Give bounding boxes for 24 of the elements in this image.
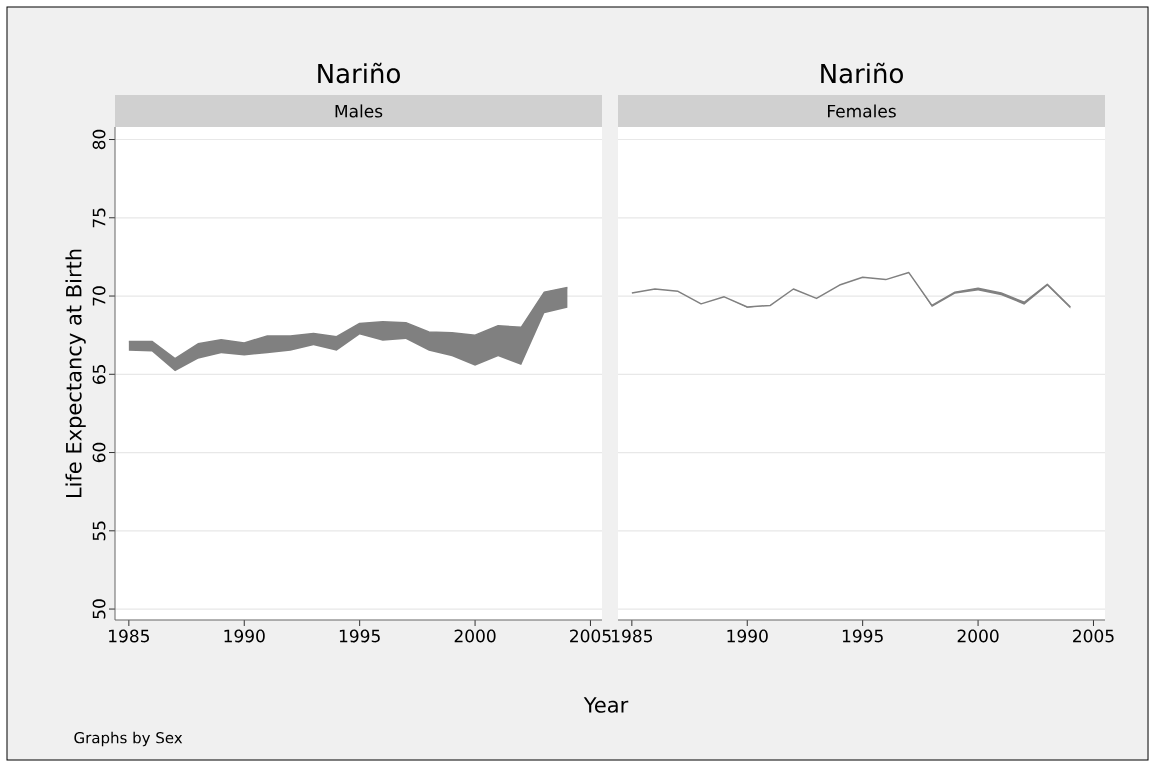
- x-tick-label: 2005: [1073, 629, 1114, 643]
- y-tick-label: 75: [92, 208, 106, 228]
- x-tick-label: 1990: [224, 629, 265, 643]
- chart-subtitle: Females: [828, 104, 896, 118]
- x-tick-label: 1995: [842, 629, 883, 643]
- x-tick-label: 1985: [109, 629, 149, 643]
- y-tick-label: 60: [92, 442, 106, 463]
- chart-title: Nariño: [821, 62, 903, 84]
- x-tick-label: 2000: [957, 629, 999, 643]
- y-tick-label: 50: [92, 599, 106, 619]
- y-tick-label: 80: [92, 129, 106, 150]
- x-tick-label: 1995: [339, 629, 380, 643]
- y-tick-label: 65: [92, 364, 106, 384]
- x-tick-label: 1990: [727, 629, 768, 643]
- chart-subtitle: Males: [335, 104, 383, 118]
- text: Graphs by Sex: [74, 731, 183, 747]
- chart-title: Nariño: [318, 62, 400, 84]
- x-tick-label: 2005: [570, 629, 611, 643]
- x-axis-title: Year: [583, 697, 629, 713]
- x-tick-label: 2000: [454, 629, 496, 643]
- y-tick-label: 70: [92, 286, 106, 306]
- x-tick-label: 1985: [612, 629, 652, 643]
- y-tick-label: 55: [92, 521, 106, 541]
- y-axis-title: Life Expectancy at Birth: [65, 249, 86, 498]
